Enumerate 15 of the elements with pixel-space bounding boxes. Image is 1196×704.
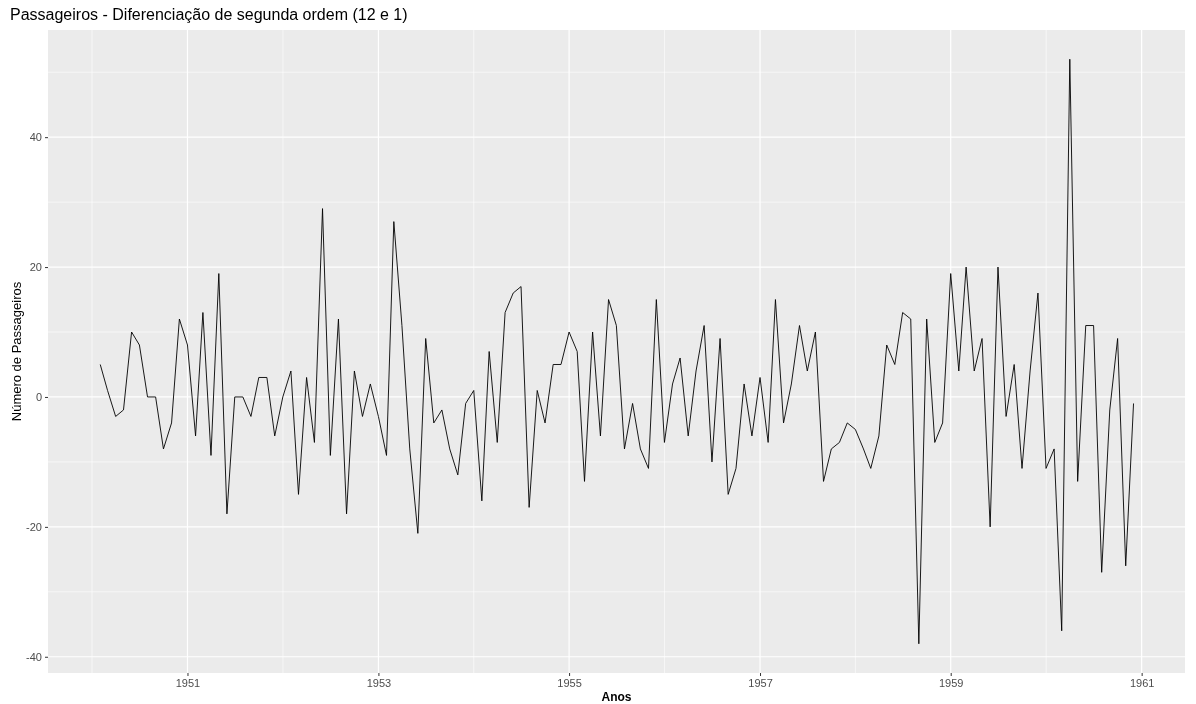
y-tick-label: 40: [29, 131, 42, 144]
x-tick-label: 1959: [938, 676, 964, 689]
x-tick-label: 1957: [748, 676, 773, 689]
y-tick-label: 20: [29, 261, 42, 274]
x-tick-label: 1961: [1129, 676, 1155, 689]
line-series: [99, 58, 1134, 645]
chart-title: Passageiros - Diferenciação de segunda ordem (12 e 1): [10, 6, 408, 23]
x-tick-label: 1955: [557, 676, 582, 689]
y-tick-label: 0: [35, 390, 42, 403]
y-tick-label: -20: [26, 520, 42, 533]
x-axis-title: Anos: [601, 690, 632, 704]
y-axis-title: Número de Passageiros: [9, 281, 24, 422]
y-tick-label: -40: [26, 650, 42, 663]
x-tick-label: 1951: [175, 676, 201, 689]
x-tick-label: 1953: [366, 676, 392, 689]
